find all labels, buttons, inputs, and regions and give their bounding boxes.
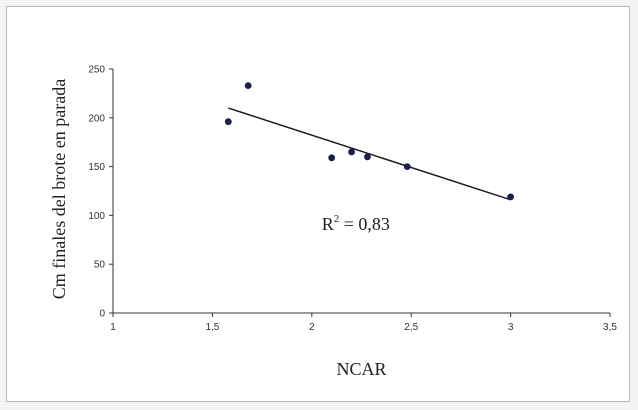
x-tick-label: 3 (508, 322, 514, 333)
data-points (224, 82, 514, 201)
x-tick-label: 1 (110, 322, 116, 333)
r-squared-annotation: R2 = 0,83 (322, 213, 390, 234)
r-squared-value: = 0,83 (339, 214, 390, 234)
data-point (328, 154, 336, 162)
data-point (348, 148, 355, 156)
x-tick-label: 2,5 (404, 322, 418, 333)
trendline (228, 107, 511, 201)
x-tick-label: 3,5 (603, 322, 617, 333)
x-tick-label: 1,5 (205, 322, 219, 333)
y-tick-label: 0 (99, 309, 105, 320)
y-axis-ticks: 0 50 100 150 200 250 (88, 65, 113, 320)
data-point (244, 82, 252, 89)
data-point (224, 118, 232, 126)
x-axis-title: NCAR (336, 359, 386, 379)
r-squared-prefix: R (322, 214, 334, 234)
r-squared-superscript: 2 (334, 213, 340, 225)
data-point (364, 153, 371, 161)
y-tick-label: 250 (88, 65, 105, 76)
y-tick-label: 150 (88, 162, 105, 173)
data-point (403, 163, 411, 171)
data-point (507, 193, 514, 201)
chart-frame (6, 6, 630, 402)
x-tick-label: 2 (309, 322, 315, 333)
chart-axes (112, 69, 610, 314)
y-tick-label: 100 (88, 211, 105, 222)
y-tick-label: 200 (88, 113, 105, 124)
x-axis-ticks: 1 1,5 2 2,5 3 3,5 (110, 313, 617, 333)
y-axis-title: Cm finales del brote en parada (49, 79, 69, 299)
y-tick-label: 50 (94, 260, 106, 271)
